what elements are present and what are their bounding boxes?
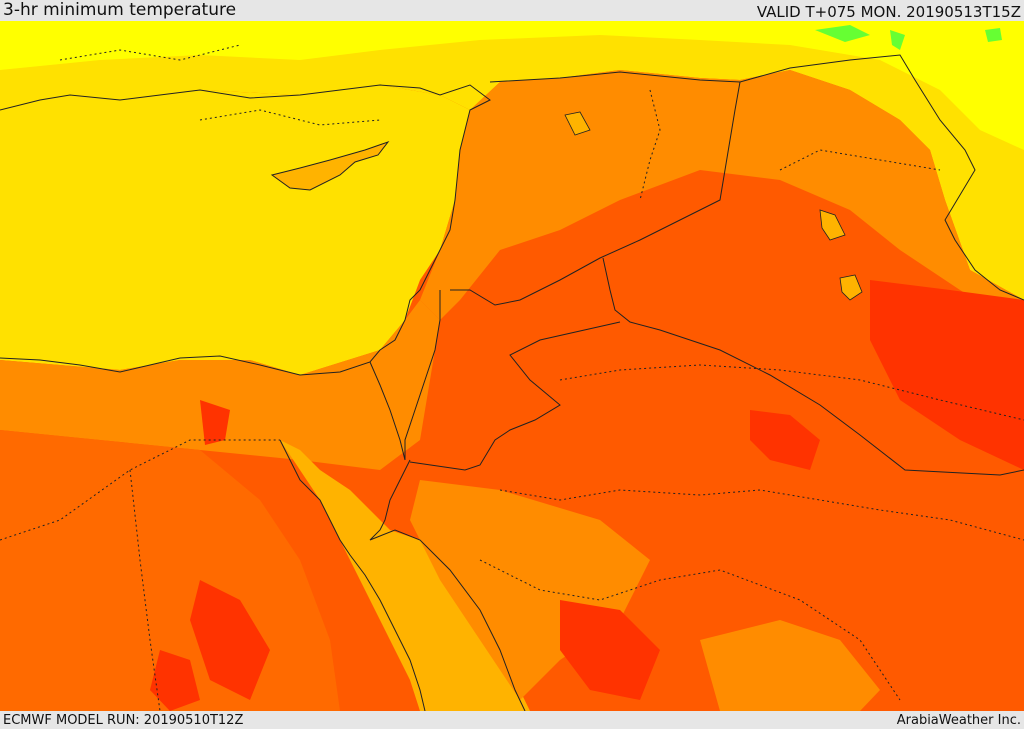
north-bright-yellow [0,21,1024,150]
credit-text: ArabiaWeather Inc. [896,713,1021,728]
egypt-red-2 [150,650,200,711]
green-spot-3 [890,30,905,50]
egypt-coast-orange [0,300,440,470]
coastlines [0,84,526,711]
map-footer: ECMWF MODEL RUN: 20190510T12Z ArabiaWeat… [0,711,1024,729]
map-header: 3-hr minimum temperature VALID T+075 MON… [0,0,1024,21]
lake-tharthar [819,209,846,241]
hejaz-orange [410,480,650,700]
map-canvas [0,21,1024,711]
south-orange [700,620,880,711]
north-arabia-red [750,410,820,470]
temperature-map [0,21,1024,711]
nile-red [200,400,230,445]
green-spot-1 [815,25,870,42]
hejaz-red [560,600,660,700]
lake-razazah [839,274,863,301]
map-title: 3-hr minimum temperature [3,0,237,20]
cyprus [270,140,390,191]
north-yellow-zone [0,21,1024,300]
borders [369,54,1024,476]
red-sea [280,440,530,711]
valid-time: VALID T+075 MON. 20190513T15Z [756,3,1021,21]
model-run: ECMWF MODEL RUN: 20190510T12Z [3,713,244,728]
egypt-red [190,580,270,700]
green-spot-2 [985,28,1002,42]
iraq-red-zone [870,280,1024,470]
lake-assad [564,111,591,136]
levant-orange-band [420,70,1024,330]
internal-boundaries [0,44,1024,711]
